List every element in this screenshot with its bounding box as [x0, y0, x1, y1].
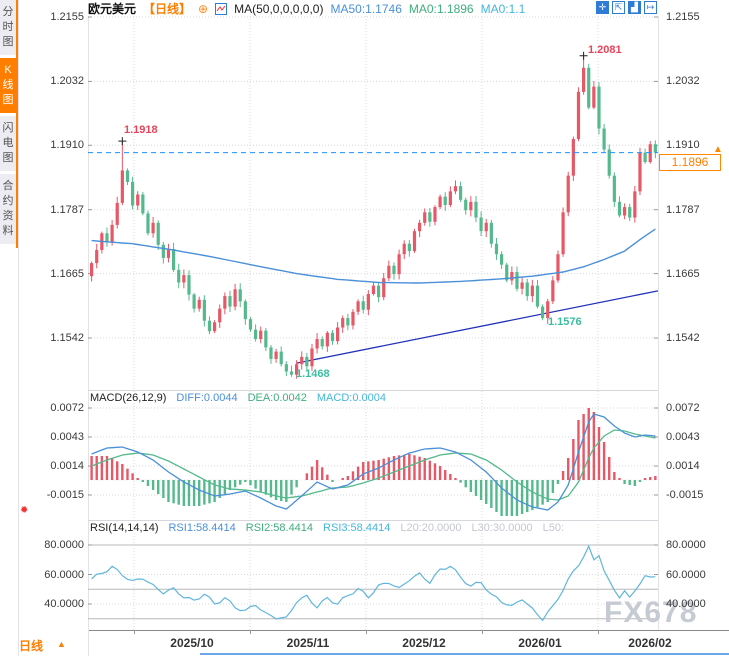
price-tick-right-2: 1.1910: [666, 139, 700, 151]
plot-right-border: [658, 16, 659, 630]
ma-indicator-icon[interactable]: [215, 2, 228, 15]
sidebar-tab-2[interactable]: 闪电图: [0, 116, 16, 171]
time-axis-label-2: 2025/12: [402, 636, 446, 650]
price-tick-left-2: 1.1910: [50, 139, 84, 151]
rsi-l20-label: L20:20.0000: [400, 522, 462, 534]
time-axis-tick-4: [598, 630, 599, 634]
symbol-title: 欧元美元: [88, 2, 137, 16]
horizontal-scrollbar[interactable]: [200, 653, 729, 655]
price-tick-left-4: 1.1665: [50, 268, 84, 280]
rsi1-value: RSI1:58.4414: [168, 522, 236, 534]
chart-toolbar: ✛ ⇱ ▟ ↦: [596, 1, 657, 14]
rsi-tick-left-2: 40.0000: [44, 598, 84, 610]
rsi-chart-canvas[interactable]: [88, 524, 658, 630]
macd-tick-right-0: 0.0072: [666, 402, 700, 414]
pan-icon[interactable]: ✛: [596, 1, 609, 14]
time-axis-tick-3: [482, 630, 483, 634]
time-axis-label-3: 2026/01: [518, 636, 562, 650]
shift-right-icon[interactable]: ↦: [644, 1, 657, 14]
macd-macd-value: MACD:0.0004: [316, 392, 386, 404]
macd-tick-left-3: -0.0015: [46, 489, 84, 501]
annotation-low-1: 1.1468: [296, 368, 330, 380]
rsi3-value: RSI3:58.4414: [323, 522, 391, 534]
indicator-settings-icon[interactable]: ✹: [20, 505, 29, 516]
sidebar-tab-3[interactable]: 合约资料: [0, 174, 16, 244]
fx678-watermark: FX678: [604, 596, 698, 629]
chart-mode-icon[interactable]: ▟: [628, 1, 641, 14]
macd-title: MACD(26,12,9): [90, 392, 167, 404]
macd-rsi-separator: [88, 520, 658, 521]
price-direction-arrow: ▲: [713, 144, 723, 155]
sidebar-divider: [18, 0, 19, 656]
annotation-high-1: 1.1918: [124, 124, 158, 136]
rsi-header: RSI(14,14,14) RSI1:58.4414 RSI2:58.4414 …: [90, 522, 564, 534]
footer-cell-divider: [88, 630, 89, 656]
price-tick-right-4: 1.1665: [666, 268, 700, 280]
current-price-badge: 1.1896: [659, 154, 721, 171]
annotation-high-2: 1.2081: [588, 44, 622, 56]
rsi-tick-left-0: 80.0000: [44, 539, 84, 551]
price-tick-left-3: 1.1787: [50, 204, 84, 216]
macd-dea-value: DEA:0.0042: [247, 392, 307, 404]
ma50-value: MA50:1.1746: [330, 1, 402, 16]
time-axis-line: [88, 630, 729, 631]
rsi-tick-left-1: 60.0000: [44, 569, 84, 581]
chart-header: 欧元美元 【日线】 ⊕ MA(50,0,0,0,0,0) MA50:1.1746…: [88, 1, 526, 17]
price-tick-right-0: 1.2155: [666, 11, 700, 23]
main-macd-separator: [88, 390, 658, 391]
main-chart-canvas[interactable]: [88, 16, 658, 390]
sidebar-accent-bar: [16, 0, 18, 248]
time-axis-tick-2: [366, 630, 367, 634]
period-selector[interactable]: 日线: [19, 639, 44, 653]
macd-tick-left-2: 0.0014: [50, 460, 84, 472]
price-tick-right-3: 1.1787: [666, 204, 700, 216]
macd-tick-left-0: 0.0072: [50, 402, 84, 414]
rsi2-value: RSI2:58.4414: [245, 522, 314, 534]
rsi-l30-label: L30:30.0000: [471, 522, 533, 534]
time-axis-tick-0: [134, 630, 135, 634]
price-tick-right-1: 1.2032: [666, 75, 700, 87]
macd-header: MACD(26,12,9) DIFF:0.0044 DEA:0.0042 MAC…: [90, 392, 386, 404]
zoom-range-icon[interactable]: ⇱: [612, 1, 625, 14]
time-axis-label-4: 2026/02: [628, 636, 672, 650]
sidebar-tab-0[interactable]: 分时图: [0, 0, 16, 55]
price-tick-left-0: 1.2155: [50, 11, 84, 23]
price-tick-left-1: 1.2032: [50, 75, 84, 87]
macd-tick-right-2: 0.0014: [666, 460, 700, 472]
macd-tick-right-3: -0.0015: [666, 489, 704, 501]
rsi-title: RSI(14,14,14): [90, 522, 159, 534]
time-axis-tick-1: [250, 630, 251, 634]
macd-diff-value: DIFF:0.0044: [176, 392, 238, 404]
period-selector-arrow[interactable]: ▲: [57, 639, 66, 649]
add-indicator-icon[interactable]: ⊕: [198, 1, 209, 16]
ma0-value-cyan: MA0:1.1: [480, 1, 526, 16]
time-axis-label-1: 2025/11: [286, 636, 330, 650]
plot-left-border: [88, 16, 89, 630]
macd-chart-canvas[interactable]: [88, 391, 658, 520]
macd-tick-right-1: 0.0043: [666, 431, 700, 443]
macd-tick-left-1: 0.0043: [50, 431, 84, 443]
price-tick-right-5: 1.1542: [666, 332, 700, 344]
rsi-tick-right-2: 40.0000: [666, 598, 706, 610]
ma-params-label: MA(50,0,0,0,0,0): [234, 1, 324, 16]
annotation-low-2: 1.1576: [548, 316, 582, 328]
ma0-value-green: MA0:1.1896: [408, 1, 474, 16]
rsi-l50-label: L50:: [542, 522, 565, 534]
rsi-tick-right-0: 80.0000: [666, 539, 706, 551]
rsi-tick-right-1: 60.0000: [666, 569, 706, 581]
period-tag: 【日线】: [143, 2, 192, 16]
price-tick-left-5: 1.1542: [50, 332, 84, 344]
time-axis-label-0: 2025/10: [170, 636, 214, 650]
